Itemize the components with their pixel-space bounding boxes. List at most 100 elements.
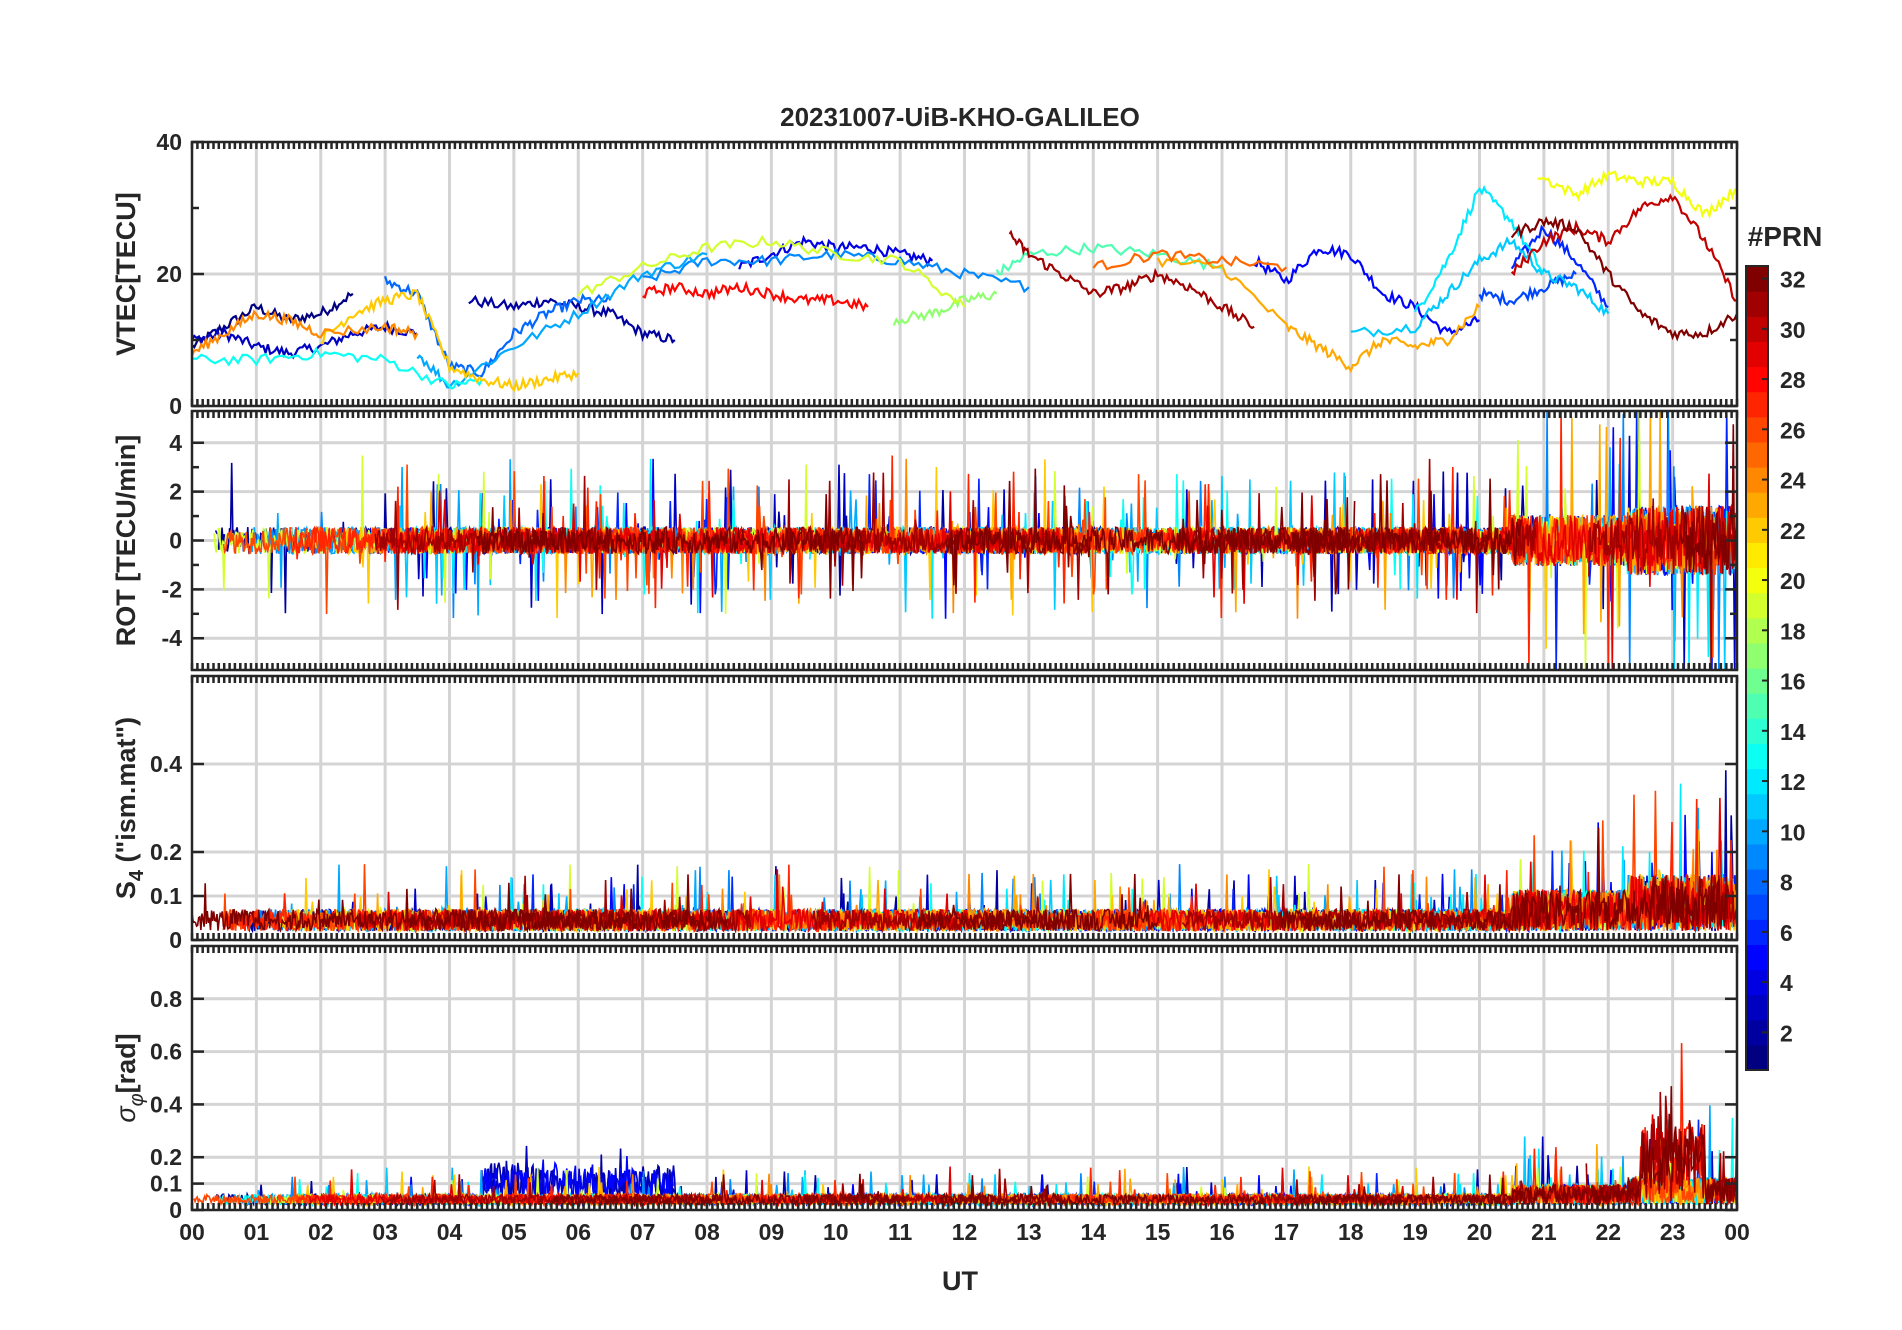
colorbar-swatch (1746, 266, 1768, 292)
y-tick-label: 0.2 (150, 1144, 182, 1170)
vtec-series-prn-12 (1414, 185, 1545, 313)
vtec-series-prn-23 (1156, 257, 1481, 374)
x-tick-label: 07 (630, 1219, 656, 1245)
x-minor-ticks (190, 142, 1739, 406)
vtec-series-prn-3 (192, 319, 418, 360)
x-axis-label: UT (942, 1266, 978, 1296)
x-tick-label: 02 (308, 1219, 334, 1245)
x-tick-label: 06 (565, 1219, 591, 1245)
colorbar-swatch (1746, 441, 1768, 468)
colorbar-swatch (1746, 843, 1768, 870)
x-tick-label: 15 (1145, 1219, 1171, 1245)
colorbar-swatch (1746, 567, 1768, 594)
y-tick-label: -4 (162, 625, 183, 651)
sigma_phi-series-prn-31 (380, 1174, 721, 1208)
x-minor-ticks (190, 411, 1739, 670)
s4-series-prn-32 (917, 873, 1160, 933)
vtec-series-prn-13 (192, 346, 483, 390)
vtec-series-prn-28 (642, 280, 869, 313)
sigma_phi-series-prn-32 (1285, 1086, 1728, 1208)
x-tick-label: 17 (1274, 1219, 1300, 1245)
colorbar-swatch (1746, 718, 1768, 744)
colorbar-swatch (1746, 316, 1768, 342)
y-tick-label: 0.8 (150, 986, 182, 1012)
s4-series-prn-32 (192, 882, 582, 933)
y-axis-label-rot: ROT [TECU/min] (111, 435, 141, 646)
y-tick-label: 2 (169, 479, 182, 505)
vtec-series-prn-8 (384, 275, 612, 379)
colorbar-swatch (1746, 592, 1768, 619)
vtec-series-prn-32 (1510, 215, 1737, 342)
colorbar-swatch (1746, 768, 1768, 795)
x-tick-label: 03 (372, 1219, 398, 1245)
colorbar-tick-label: 24 (1780, 468, 1806, 494)
rot-series-prn-31 (1588, 498, 1737, 670)
x-tick-label: 00 (179, 1219, 205, 1245)
rot-series-prn-32 (476, 494, 864, 599)
x-tick-label: 23 (1660, 1219, 1686, 1245)
vtec-series-prn-25 (1092, 249, 1288, 273)
vtec-series-prn-31 (1008, 229, 1255, 330)
panel-traces (193, 1043, 1737, 1208)
colorbar-swatch (1746, 467, 1768, 493)
y-axis-label-s4: S4 ("ism.mat") (111, 717, 148, 899)
colorbar-swatch (1746, 391, 1768, 418)
colorbar-tick-label: 16 (1780, 669, 1806, 695)
colorbar-tick-label: 8 (1780, 870, 1793, 896)
s4-series-prn-32 (1279, 827, 1729, 932)
colorbar-swatch (1746, 291, 1768, 317)
colorbar-tick-label: 32 (1780, 267, 1806, 293)
colorbar-frame (1745, 265, 1769, 1071)
y-tick-label: 0.4 (150, 751, 182, 777)
x-tick-label: 08 (694, 1219, 720, 1245)
colorbar-swatch (1746, 793, 1768, 820)
vtec-series-prn-24 (192, 309, 419, 357)
x-tick-label: 11 (888, 1219, 913, 1245)
colorbar-swatch (1746, 969, 1768, 996)
colorbar-swatch (1746, 642, 1768, 669)
colorbar-swatch (1746, 492, 1768, 518)
y-axis-label-sigma_phi: σφ[rad] (111, 1033, 148, 1122)
x-tick-label: 05 (501, 1219, 527, 1245)
x-minor-ticks (190, 676, 1739, 940)
x-axis: 00 01 02 03 04 05 06 07 08 09 10 11 12 13 14 15 16 17 18 19… (179, 1219, 1750, 1245)
vtec-series-prn-17 (892, 290, 998, 326)
y-tick-label: 0.1 (150, 883, 182, 909)
rot-series-prn-32 (1291, 474, 1522, 595)
rot-series-prn-29 (1499, 473, 1737, 670)
panel-traces (213, 411, 1737, 670)
vtec-series-prn-9 (642, 247, 1030, 294)
y-tick-label: 0 (169, 393, 182, 419)
colorbar-swatch (1746, 542, 1768, 569)
x-tick-label: 18 (1338, 1219, 1364, 1245)
colorbar-swatch (1746, 919, 1768, 945)
colorbar-swatch (1746, 743, 1768, 770)
panel-rot: -4 -2 0 2 4 ROT [TECU/min] (111, 409, 1739, 672)
x-tick-label: 21 (1531, 1219, 1557, 1245)
colorbar-tick-label: 26 (1780, 417, 1806, 443)
x-minor-ticks (190, 946, 1739, 1210)
vtec-series-prn-1 (192, 291, 354, 350)
colorbar-tick-label: 20 (1780, 568, 1806, 594)
y-axis-label-vtec: VTEC[TECU] (111, 192, 141, 356)
x-tick-label: 16 (1209, 1219, 1235, 1245)
colorbar-swatch (1746, 894, 1768, 920)
sigma_phi-series-prn-32 (549, 1173, 907, 1208)
chart-title: 20231007-UiB-KHO-GALILEO (780, 102, 1140, 132)
colorbar-tick-label: 4 (1780, 970, 1793, 996)
x-tick-label: 09 (759, 1219, 785, 1245)
sigma_phi-series-prn-32 (939, 1175, 1265, 1208)
colorbar-tick-label: 18 (1780, 618, 1806, 644)
colorbar-swatch (1746, 617, 1768, 644)
y-tick-label: 0 (169, 528, 182, 554)
colorbar-swatch (1746, 944, 1768, 971)
colorbar-swatch (1746, 994, 1768, 1021)
colorbar-title: #PRN (1748, 221, 1823, 252)
colorbar-tick-label: 22 (1780, 518, 1806, 544)
x-tick-label: 04 (437, 1219, 463, 1245)
rot-series-prn-19 (958, 471, 1343, 574)
y-tick-label: 20 (156, 261, 182, 287)
y-tick-label: 0.1 (150, 1171, 182, 1197)
vtec-series-prn-19 (577, 234, 966, 308)
